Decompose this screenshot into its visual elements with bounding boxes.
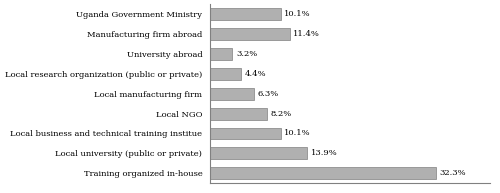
Text: 10.1%: 10.1%: [284, 130, 311, 137]
Text: 13.9%: 13.9%: [311, 149, 338, 157]
Bar: [210, 108, 268, 119]
Text: 6.3%: 6.3%: [258, 90, 279, 98]
Text: 32.3%: 32.3%: [440, 169, 466, 177]
Bar: [210, 128, 280, 140]
Text: 8.2%: 8.2%: [271, 110, 292, 118]
Text: 11.4%: 11.4%: [294, 30, 320, 38]
Bar: [210, 147, 308, 159]
Bar: [210, 88, 254, 100]
Bar: [210, 28, 290, 40]
Bar: [210, 68, 241, 80]
Text: 3.2%: 3.2%: [236, 50, 257, 58]
Text: 10.1%: 10.1%: [284, 10, 311, 18]
Bar: [210, 167, 436, 179]
Text: 4.4%: 4.4%: [244, 70, 266, 78]
Bar: [210, 8, 280, 20]
Bar: [210, 48, 233, 60]
